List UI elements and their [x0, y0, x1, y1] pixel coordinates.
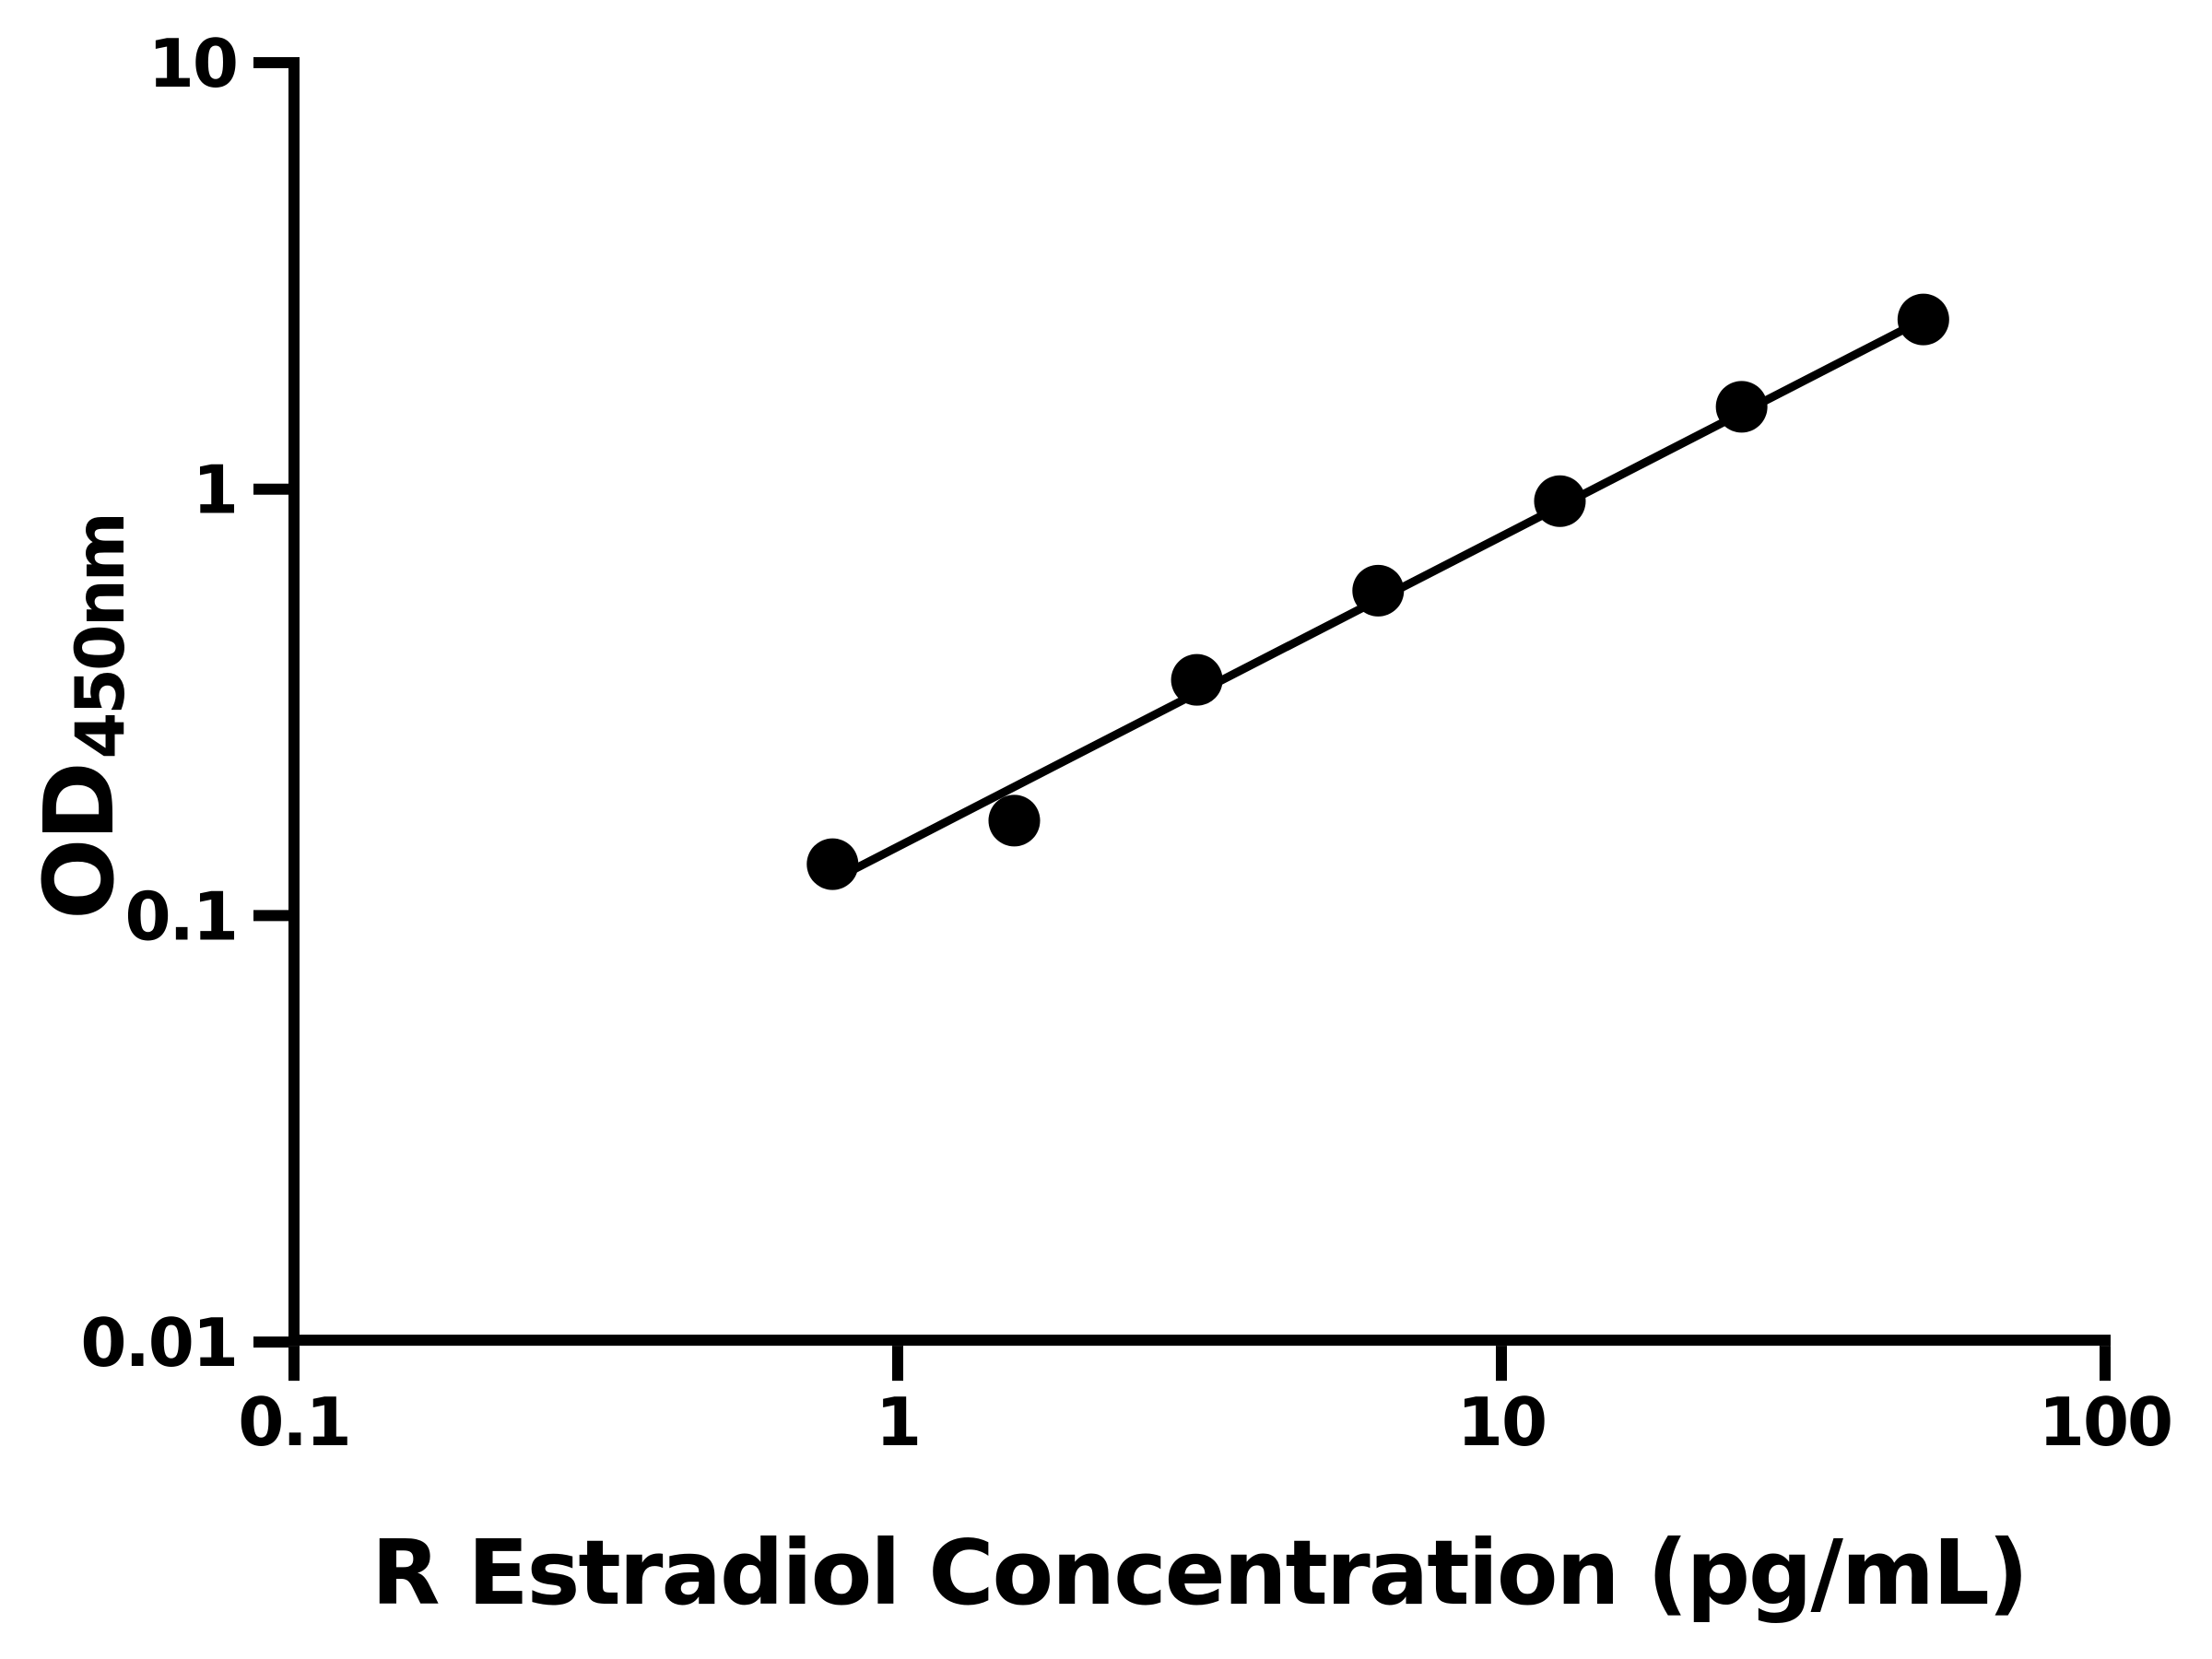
- y-tick-label: 0.01: [80, 1304, 237, 1382]
- axes: [288, 57, 2111, 1347]
- x-tick-label: 0.1: [238, 1383, 350, 1461]
- y-axis-title: OD 450nm: [23, 514, 140, 920]
- data-point: [1171, 653, 1223, 706]
- x-tick-label: 100: [2039, 1383, 2171, 1461]
- ticks: [253, 57, 2111, 1382]
- x-axis-title: R Estradiol Concentration (pg/mL): [371, 1521, 2027, 1625]
- data-point: [1534, 475, 1586, 527]
- y-tick-label: 0.1: [124, 877, 237, 955]
- data-point: [1897, 293, 1949, 346]
- data-point: [988, 794, 1041, 847]
- y-axis-title-subscript: 450nm: [62, 514, 140, 759]
- x-tick-label: 1: [876, 1383, 920, 1461]
- data-point: [1715, 381, 1768, 433]
- data-point: [1352, 564, 1405, 617]
- x-tick-label: 10: [1457, 1383, 1546, 1461]
- y-tick-label: 1: [193, 452, 237, 529]
- y-tick-label: 10: [148, 25, 237, 102]
- data-points: [806, 293, 1949, 890]
- y-axis-title-main: OD: [23, 764, 135, 920]
- data-point: [806, 838, 859, 890]
